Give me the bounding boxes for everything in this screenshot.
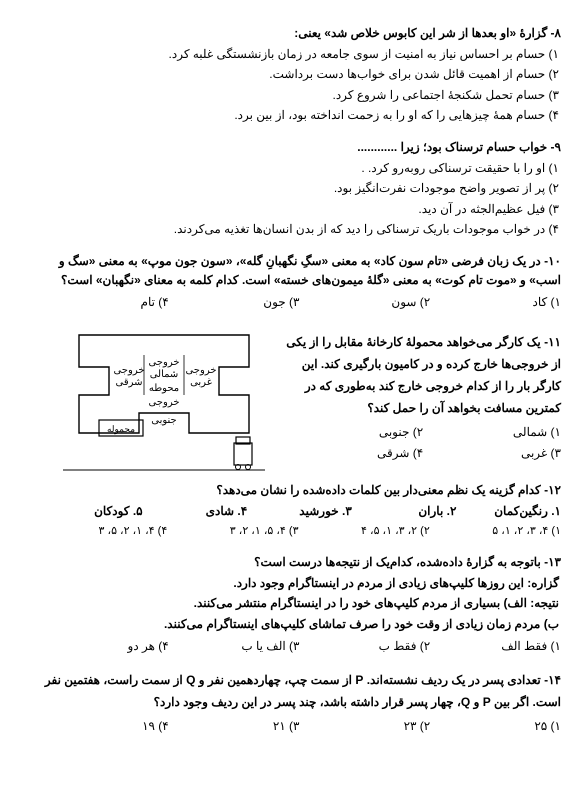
q12-word5: ۵. کودکان (38, 502, 143, 521)
svg-text:غربی: غربی (190, 377, 212, 388)
svg-text:خروجی: خروجی (149, 397, 180, 408)
q12-word4: ۴. شادی (143, 502, 248, 521)
q14-opt2: ۲) ۲۳ (300, 717, 431, 736)
q9-opt4: ۴) در خواب موجودات باریک ترسناکی را دید … (30, 220, 561, 239)
q12-opt1: ۱) ۴، ۳، ۲، ۱، ۵ (430, 523, 561, 540)
q12-word2: ۲. باران (352, 502, 457, 521)
q13-opt4: ۴) هر دو (38, 637, 169, 656)
q12-opt3: ۳) ۴، ۵، ۱، ۲، ۳ (167, 523, 298, 540)
q9-opt3: ۳) فیل عظیم‌الجثه در آن دید. (30, 200, 561, 219)
q11-opt2: ۲) جنوبی (285, 423, 423, 442)
q8-stem: ۸- گزارهٔ «او بعدها از شر این کابوس خلاص… (30, 24, 561, 43)
q13-nb: ب) مردم زمان زیادی از وقت خود را صرف تما… (30, 615, 561, 634)
q11-opt4: ۴) شرقی (285, 444, 423, 463)
q14-stem: ۱۴- تعدادی پسر در یک ردیف نشسته‌اند. P ا… (30, 669, 561, 713)
q10-opt2: ۲) سون (300, 293, 431, 312)
svg-text:خروجی: خروجی (114, 365, 145, 376)
q9-stem: ۹- خواب حسام ترسناک بود؛ زیرا ..........… (30, 138, 561, 157)
q12-word1: ۱. رنگین‌کمان (456, 502, 561, 521)
svg-text:خروجی: خروجی (186, 365, 217, 376)
q13-na: نتیجه: الف) بسیاری از مردم کلیپ‌های خود … (30, 594, 561, 613)
q11-diagram: خروجی شرقی خروجی شمالی محوطه خروجی غربی … (30, 325, 285, 475)
q10-opt1: ۱) کاد (430, 293, 561, 312)
q11-stem: ۱۱- یک کارگر می‌خواهد محمولهٔ کارخانهٔ م… (285, 331, 561, 420)
svg-text:محموله: محموله (107, 424, 135, 435)
svg-text:خروجی: خروجی (149, 357, 180, 368)
q10-opt4: ۴) تام (38, 293, 169, 312)
q8-opt1: ۱) حسام بر احساس نیاز به امنیت از سوی جا… (30, 45, 561, 64)
q14-opt4: ۴) ۱۹ (38, 717, 169, 736)
svg-text:شرقی: شرقی (116, 377, 143, 388)
q13-opt2: ۲) فقط ب (300, 637, 431, 656)
q13-opt3: ۳) الف یا ب (169, 637, 300, 656)
q14-opt1: ۱) ۲۵ (430, 717, 561, 736)
q14-opt3: ۳) ۲۱ (169, 717, 300, 736)
q9-opt1: ۱) او را با حقیقت ترسناکی روبه‌رو کرد. . (30, 159, 561, 178)
q13-opt1: ۱) فقط الف (430, 637, 561, 656)
q13-stem: ۱۳- باتوجه به گزارهٔ داده‌شده، کدام‌یک ا… (30, 553, 561, 572)
q8-opt3: ۳) حسام تحمل شکنجهٔ اجتماعی را شروع کرد. (30, 86, 561, 105)
q12-opt2: ۲) ۲، ۳، ۱، ۵، ۴ (299, 523, 430, 540)
q13-gz: گزاره: این روزها کلیپ‌های زیادی از مردم … (30, 574, 561, 593)
q9-opt2: ۲) پر از تصویر واضح موجودات نفرت‌انگیز ب… (30, 179, 561, 198)
q8-opt2: ۲) حسام از اهمیت قائل شدن برای خواب‌ها د… (30, 65, 561, 84)
q12-stem: ۱۲- کدام گزینه یک نظم معنی‌دار بین کلمات… (30, 481, 561, 500)
svg-text:جنوبی: جنوبی (152, 415, 177, 426)
svg-text:شمالی: شمالی (150, 369, 179, 380)
q10-stem: ۱۰- در یک زبان فرضی «تام سون کاد» به معن… (30, 252, 561, 289)
svg-text:محوطه: محوطه (149, 383, 179, 394)
q11-opt1: ۱) شمالی (423, 423, 561, 442)
q8-opt4: ۴) حسام همهٔ چیزهایی را که او را به زحمت… (30, 106, 561, 125)
q11-opt3: ۳) غربی (423, 444, 561, 463)
q12-opt4: ۴) ۴، ۱، ۲، ۵، ۳ (36, 523, 167, 540)
q10-opt3: ۳) جون (169, 293, 300, 312)
q12-word3: ۳. خورشید (247, 502, 352, 521)
